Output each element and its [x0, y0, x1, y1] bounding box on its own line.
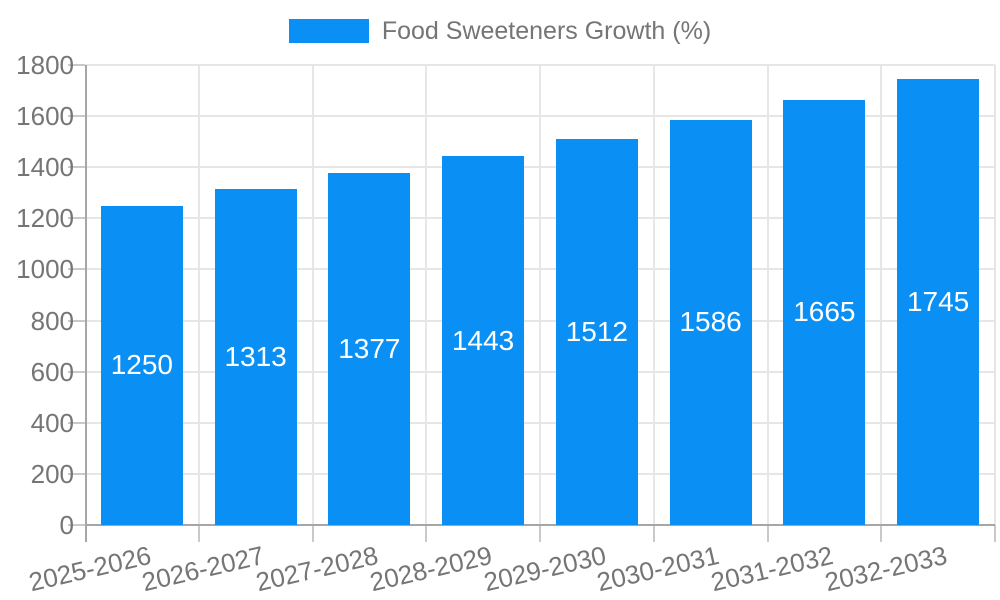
v-gridline: [994, 65, 996, 525]
v-gridline: [197, 65, 200, 525]
y-tick-label: 200: [30, 458, 74, 489]
bar-value-label: 1377: [338, 333, 401, 365]
y-tick-mark: [68, 370, 85, 373]
x-tick-label: 2029-2030: [480, 540, 609, 598]
y-tick-mark: [68, 166, 85, 169]
y-axis-line: [85, 65, 87, 542]
chart-legend: Food Sweeteners Growth (%): [0, 17, 1000, 45]
y-tick-label: 1600: [16, 101, 74, 132]
bar: [442, 156, 525, 525]
y-tick-label: 0: [59, 510, 74, 540]
legend-swatch: [288, 19, 369, 43]
y-tick-mark: [68, 421, 85, 424]
y-tick-mark: [68, 524, 85, 526]
v-gridline: [766, 65, 769, 525]
y-tick-mark: [68, 217, 85, 220]
bar-value-label: 1512: [565, 315, 629, 347]
y-tick-mark: [68, 115, 85, 118]
bar-value-label: 1586: [679, 306, 742, 338]
y-tick-label: 400: [30, 407, 74, 438]
legend-series-label: Food Sweeteners Growth (%): [381, 17, 712, 45]
x-tick-mark: [994, 525, 996, 542]
x-tick-label: 2027-2028: [252, 540, 381, 598]
y-tick-label: 800: [30, 305, 74, 336]
y-tick-label: 1400: [16, 152, 74, 183]
y-tick-label: 1200: [16, 203, 74, 234]
v-gridline: [539, 65, 541, 525]
bar-value-label: 1745: [906, 286, 970, 318]
bar-value-label: 1665: [793, 296, 856, 328]
bar: [214, 189, 297, 525]
y-tick-label: 1800: [16, 50, 74, 80]
x-tick-label: 2032-2033: [821, 540, 950, 598]
bar-value-label: 1313: [224, 341, 287, 373]
x-tick-label: 2026-2027: [139, 540, 268, 598]
v-gridline: [311, 65, 314, 525]
y-tick-label: 1000: [16, 254, 74, 285]
x-tick-mark: [880, 525, 883, 542]
v-gridline: [425, 65, 428, 525]
x-tick-label: 2028-2029: [366, 540, 495, 598]
bar: [555, 138, 638, 525]
y-tick-mark: [68, 472, 85, 475]
x-tick-label: 2025-2026: [25, 540, 154, 598]
v-gridline: [652, 65, 655, 525]
bar: [328, 173, 411, 525]
bar: [783, 99, 866, 525]
x-axis-line: [85, 524, 995, 526]
y-tick-mark: [68, 268, 85, 271]
x-tick-mark: [766, 525, 769, 542]
v-gridline: [880, 65, 883, 525]
x-tick-mark: [311, 525, 314, 542]
x-tick-label: 2030-2031: [594, 540, 723, 598]
x-tick-mark: [652, 525, 655, 542]
x-tick-label: 2031-2032: [707, 540, 836, 598]
x-tick-mark: [425, 525, 428, 542]
x-tick-mark: [539, 525, 541, 542]
y-tick-mark: [68, 319, 85, 322]
bar: [897, 79, 980, 525]
bar: [100, 205, 183, 525]
x-tick-mark: [197, 525, 200, 542]
bar-value-label: 1443: [451, 324, 515, 356]
bar-value-label: 1250: [110, 349, 174, 381]
bar: [669, 119, 752, 525]
y-tick-label: 600: [30, 356, 74, 387]
y-tick-mark: [68, 64, 85, 66]
